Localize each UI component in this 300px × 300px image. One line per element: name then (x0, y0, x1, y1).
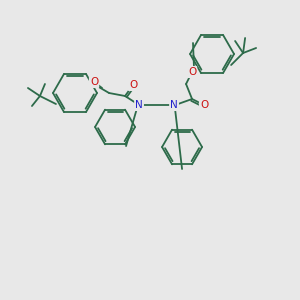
Text: O: O (200, 100, 208, 110)
Text: O: O (129, 80, 137, 90)
Text: O: O (188, 67, 196, 77)
Text: O: O (90, 77, 98, 87)
Text: N: N (135, 100, 143, 110)
Text: N: N (170, 100, 178, 110)
